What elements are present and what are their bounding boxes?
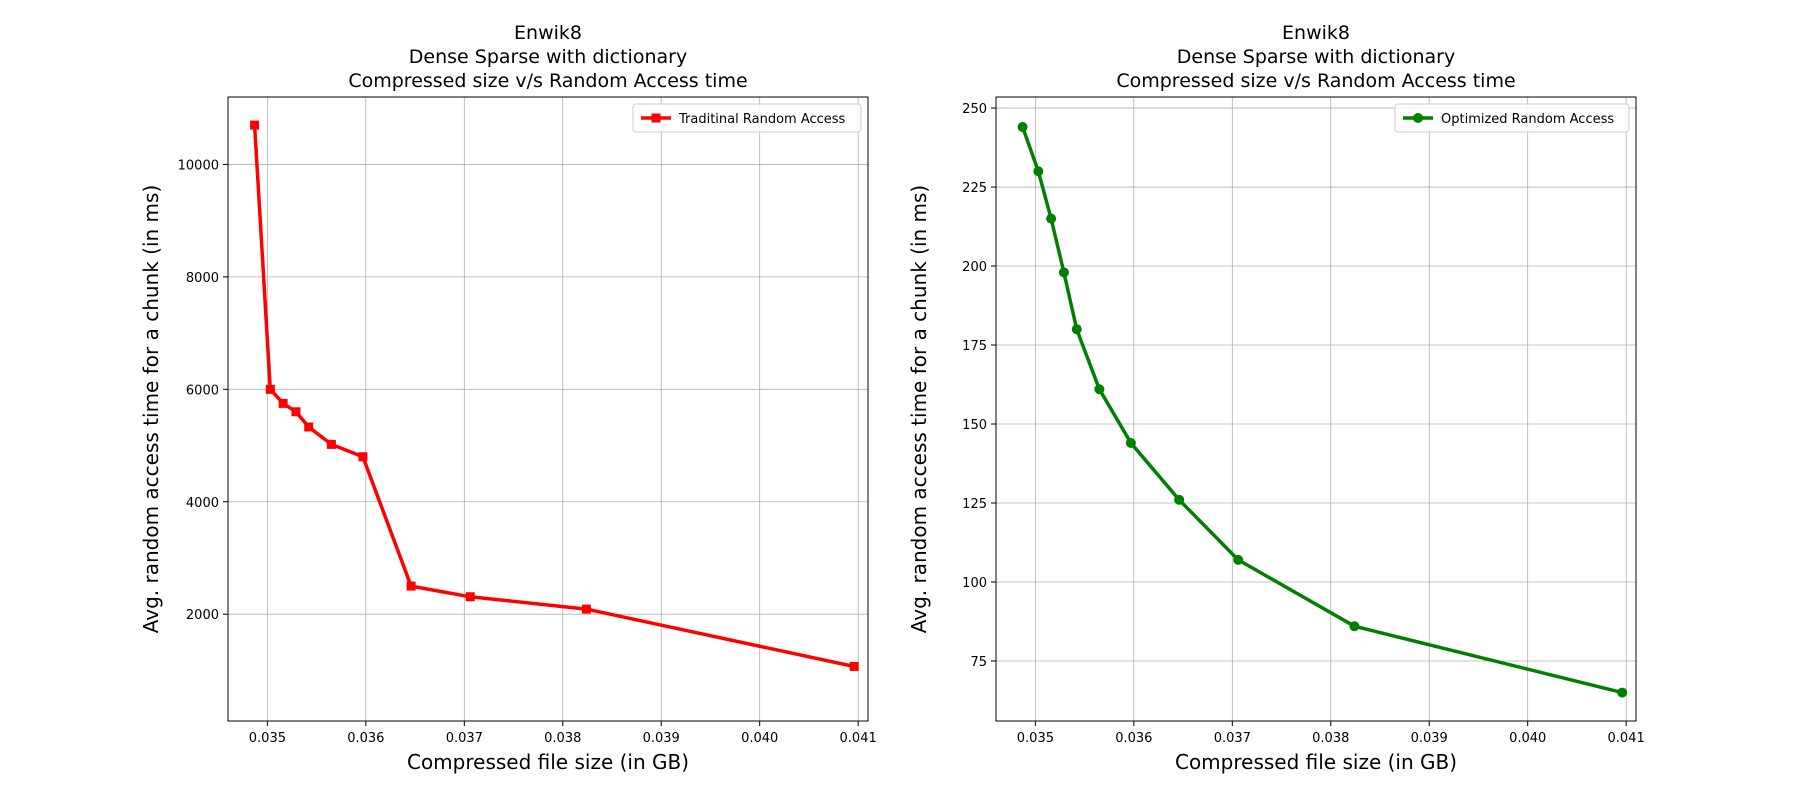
- data-point: [1071, 324, 1082, 335]
- legend-marker: [651, 113, 661, 123]
- data-point: [581, 604, 591, 614]
- x-tick-label: 0.037: [446, 731, 483, 746]
- legend-marker: [1413, 113, 1423, 123]
- x-tick-label: 0.037: [1214, 731, 1251, 746]
- series-line: [1020, 126, 1623, 695]
- data-point: [1233, 554, 1244, 565]
- x-axis-label: Compressed file size (in GB): [407, 750, 689, 774]
- data-point: [304, 422, 314, 432]
- x-tick-label: 0.035: [1017, 731, 1054, 746]
- plot-frame: [995, 96, 1637, 722]
- data-point: [326, 439, 336, 449]
- x-tick-label: 0.039: [1411, 731, 1448, 746]
- data-point: [849, 661, 859, 671]
- chart-title-line: Dense Sparse with dictionary: [409, 46, 687, 68]
- y-tick-label: 6000: [186, 383, 219, 398]
- legend-box: [632, 103, 862, 133]
- y-tick-label: 10000: [178, 158, 219, 173]
- chart-title-line: Enwik8: [514, 22, 582, 44]
- data-point: [1094, 384, 1105, 395]
- y-tick-label: 125: [962, 497, 987, 512]
- y-tick-label: 100: [962, 576, 987, 591]
- data-point: [1033, 166, 1044, 177]
- y-axis-label: Avg. random access time for a chunk (in …: [139, 185, 163, 634]
- x-tick-label: 0.036: [1115, 731, 1152, 746]
- data-point: [1125, 437, 1136, 448]
- plot-frame: [227, 96, 869, 722]
- data-point: [291, 407, 301, 417]
- y-tick-label: 250: [962, 102, 987, 117]
- y-axis-label: Avg. random access time for a chunk (in …: [907, 185, 931, 634]
- chart-title-line: Compressed size v/s Random Access time: [1116, 70, 1515, 92]
- chart-title-line: Enwik8: [1282, 22, 1350, 44]
- x-tick-label: 0.035: [249, 731, 286, 746]
- chart-title-line: Dense Sparse with dictionary: [1177, 46, 1455, 68]
- chart-title-line: Compressed size v/s Random Access time: [348, 70, 747, 92]
- legend-label: Traditinal Random Access: [678, 112, 846, 127]
- x-tick-label: 0.040: [741, 731, 778, 746]
- x-axis-label: Compressed file size (in GB): [1175, 750, 1457, 774]
- data-point: [1174, 494, 1185, 505]
- data-point: [1058, 267, 1069, 278]
- y-tick-label: 4000: [186, 496, 219, 511]
- x-tick-label: 0.039: [643, 731, 680, 746]
- data-point: [250, 120, 260, 130]
- x-tick-label: 0.040: [1509, 731, 1546, 746]
- series-line: [252, 124, 855, 669]
- data-point: [1046, 213, 1057, 224]
- y-tick-label: 200: [962, 260, 987, 275]
- x-tick-label: 0.038: [1312, 731, 1349, 746]
- data-point: [1017, 122, 1028, 133]
- y-tick-label: 150: [962, 418, 987, 433]
- x-tick-label: 0.041: [840, 731, 877, 746]
- legend-box: [1394, 103, 1630, 133]
- x-tick-label: 0.041: [1608, 731, 1645, 746]
- x-tick-label: 0.036: [347, 731, 384, 746]
- data-point: [1617, 687, 1628, 698]
- data-point: [1349, 621, 1360, 632]
- y-tick-label: 225: [962, 181, 987, 196]
- y-tick-label: 175: [962, 339, 987, 354]
- data-point: [465, 592, 475, 602]
- y-tick-label: 75: [970, 655, 987, 670]
- legend-label: Optimized Random Access: [1441, 112, 1614, 127]
- data-point: [265, 384, 275, 394]
- x-tick-label: 0.038: [544, 731, 581, 746]
- y-tick-label: 2000: [186, 608, 219, 623]
- data-point: [358, 452, 368, 462]
- y-tick-label: 8000: [186, 271, 219, 286]
- data-point: [406, 581, 416, 591]
- data-point: [278, 398, 288, 408]
